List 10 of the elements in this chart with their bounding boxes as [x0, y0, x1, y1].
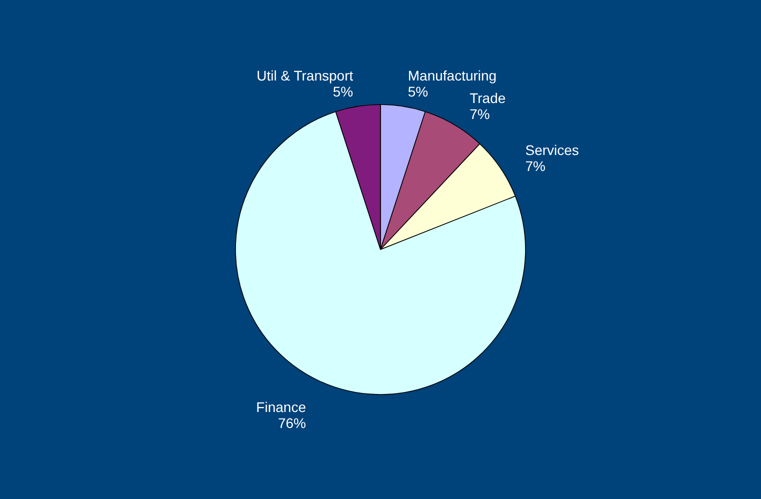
data-label: 76% [278, 414, 306, 431]
data-label: 5% [332, 84, 354, 100]
data-label: 7% [525, 158, 546, 174]
slice-label: Util & Transport [256, 68, 354, 84]
slice-label: Finance [256, 398, 306, 415]
data-label: 5% [408, 84, 428, 100]
slice-label: Trade [470, 90, 506, 106]
data-label: 7% [470, 106, 490, 122]
slice-label: Manufacturing [408, 68, 497, 84]
slice-label: Services [525, 142, 579, 158]
